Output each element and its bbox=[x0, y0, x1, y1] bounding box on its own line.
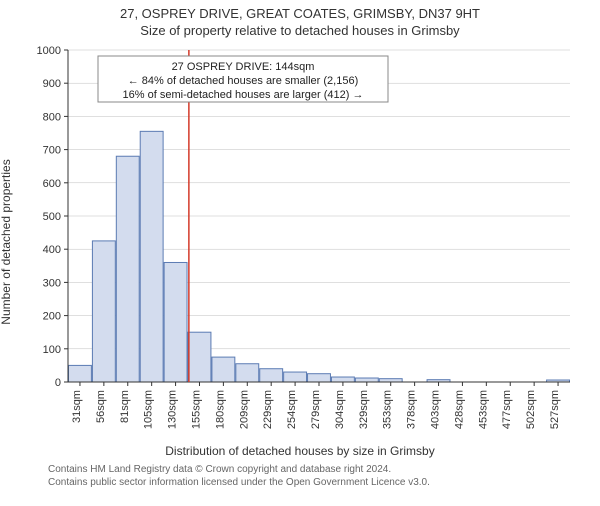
svg-text:279sqm: 279sqm bbox=[310, 390, 322, 429]
svg-text:254sqm: 254sqm bbox=[286, 390, 298, 429]
svg-text:200: 200 bbox=[43, 311, 61, 323]
svg-text:700: 700 bbox=[43, 145, 61, 157]
svg-text:900: 900 bbox=[43, 78, 61, 90]
svg-text:800: 800 bbox=[43, 111, 61, 123]
svg-text:600: 600 bbox=[43, 178, 61, 190]
svg-text:353sqm: 353sqm bbox=[382, 390, 394, 429]
footer-line2: Contains public sector information licen… bbox=[48, 477, 590, 490]
svg-text:105sqm: 105sqm bbox=[143, 390, 155, 429]
svg-text:400: 400 bbox=[43, 244, 61, 256]
footer-attribution: Contains HM Land Registry data © Crown c… bbox=[48, 464, 590, 489]
svg-text:477sqm: 477sqm bbox=[501, 390, 513, 429]
histogram-chart: 0 100 200 300 400 500 600 700 800 900 1000 31sqm 56s… bbox=[20, 42, 580, 442]
svg-text:329sqm: 329sqm bbox=[358, 390, 370, 429]
footer-line1: Contains HM Land Registry data © Crown c… bbox=[48, 464, 590, 477]
page-title: 27, OSPREY DRIVE, GREAT COATES, GRIMSBY,… bbox=[0, 6, 600, 21]
svg-text:500: 500 bbox=[43, 211, 61, 223]
svg-text:31sqm: 31sqm bbox=[71, 390, 83, 423]
x-axis-label: Distribution of detached houses by size … bbox=[0, 444, 600, 458]
svg-text:378sqm: 378sqm bbox=[406, 390, 418, 429]
svg-text:428sqm: 428sqm bbox=[453, 390, 465, 429]
svg-text:1000: 1000 bbox=[37, 45, 61, 57]
svg-text:209sqm: 209sqm bbox=[238, 390, 250, 429]
svg-text:81sqm: 81sqm bbox=[119, 390, 131, 423]
svg-text:27 OSPREY DRIVE: 144sqm: 27 OSPREY DRIVE: 144sqm bbox=[172, 61, 315, 73]
svg-text:0: 0 bbox=[55, 377, 61, 389]
y-axis-label: Number of detached properties bbox=[0, 159, 13, 324]
svg-text:16% of semi-detached houses ar: 16% of semi-detached houses are larger (… bbox=[123, 89, 364, 101]
svg-text:300: 300 bbox=[43, 277, 61, 289]
svg-text:155sqm: 155sqm bbox=[190, 390, 202, 429]
page-subtitle: Size of property relative to detached ho… bbox=[0, 23, 600, 38]
svg-text:229sqm: 229sqm bbox=[262, 390, 274, 429]
svg-text:502sqm: 502sqm bbox=[525, 390, 537, 429]
chart-container: Number of detached properties 0100200300… bbox=[20, 42, 580, 442]
svg-text:403sqm: 403sqm bbox=[430, 390, 442, 429]
svg-text:304sqm: 304sqm bbox=[334, 390, 346, 429]
svg-text:130sqm: 130sqm bbox=[167, 390, 179, 429]
svg-text:453sqm: 453sqm bbox=[477, 390, 489, 429]
svg-text:56sqm: 56sqm bbox=[95, 390, 107, 423]
svg-text:180sqm: 180sqm bbox=[214, 390, 226, 429]
svg-text:← 84% of detached houses are s: ← 84% of detached houses are smaller (2,… bbox=[128, 75, 359, 87]
svg-text:527sqm: 527sqm bbox=[549, 390, 561, 429]
svg-text:100: 100 bbox=[43, 344, 61, 356]
